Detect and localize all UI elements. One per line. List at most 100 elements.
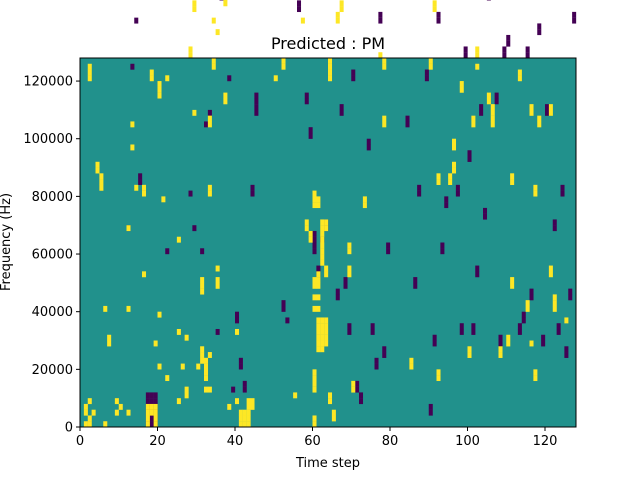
heatmap-cell-high [215, 282, 220, 289]
heatmap-cell-high [328, 58, 333, 64]
heatmap-cell-high [436, 375, 441, 382]
heatmap-cell-high [149, 403, 154, 410]
heatmap-cell-high [142, 184, 147, 191]
heatmap-cell-high [145, 409, 150, 416]
x-tick-label: 40 [227, 434, 244, 449]
heatmap-cell-low [235, 317, 240, 324]
heatmap-cell-high [153, 415, 158, 422]
heatmap-cell-low [521, 317, 526, 324]
heatmap-cell-high [347, 265, 352, 272]
heatmap-cell-low [343, 277, 348, 284]
heatmap-cell-low [153, 392, 158, 399]
heatmap-cell-low [355, 380, 360, 387]
heatmap-cell-low [475, 271, 480, 278]
heatmap-cell-high [320, 317, 325, 324]
heatmap-cell-low [479, 109, 484, 116]
heatmap-cell-low [564, 352, 569, 358]
heatmap-cell-high [533, 184, 538, 191]
heatmap-cell-high [107, 334, 112, 341]
heatmap-cell-low [432, 340, 437, 347]
heatmap-cell-low [541, 334, 546, 341]
heatmap-cell-low [204, 121, 209, 128]
heatmap-cell-high [328, 398, 333, 405]
y-tick-label: 0 [65, 421, 73, 436]
heatmap-cell-high [114, 409, 119, 416]
heatmap-cell-low [552, 219, 557, 226]
heatmap-cell-high [200, 288, 205, 295]
x-axis-label: Time step [295, 456, 360, 471]
heatmap-cell-low [463, 46, 468, 53]
heatmap-cell-high [324, 317, 329, 324]
heatmap-cell-low [517, 328, 522, 335]
heatmap-cell-high [149, 75, 154, 82]
heatmap-cell-low [471, 328, 476, 335]
heatmap-cell-high [204, 363, 209, 370]
heatmap-cell-low [312, 236, 317, 243]
heatmap-cell-low [529, 288, 534, 295]
heatmap-cell-low [312, 230, 317, 237]
heatmap-cell-low [359, 398, 364, 405]
heatmap-cell-low [254, 92, 259, 99]
heatmap-cell-low [378, 11, 383, 18]
heatmap-cell-high [347, 242, 352, 249]
y-axis: 0 20000 40000 60000 80000 100000 120000 [23, 75, 80, 436]
heatmap-cell-high [510, 179, 515, 185]
heatmap-cell-low [386, 242, 391, 249]
heatmap-cell-high [207, 386, 212, 393]
heatmap-cell-low [351, 75, 356, 82]
heatmap-cell-high [529, 109, 534, 116]
heatmap-cell-low [366, 144, 371, 151]
heatmap-cell-low [165, 248, 170, 255]
heatmap-cell-high [552, 305, 557, 312]
heatmap-cell-low [502, 46, 507, 53]
heatmap-cell-high [324, 265, 329, 272]
heatmap-cell-low [370, 328, 375, 335]
heatmap-cell-high [200, 346, 205, 353]
heatmap-cell-high [192, 0, 197, 7]
heatmap-cell-low [483, 213, 488, 220]
heatmap-cell-high [448, 173, 453, 180]
heatmap-cell-high [316, 317, 321, 324]
heatmap-cell-high [490, 109, 495, 116]
chart-title: Predicted : PM [271, 34, 385, 53]
heatmap-cell-high [300, 17, 305, 24]
heatmap-cell-high [320, 323, 325, 330]
heatmap-cell-high [339, 0, 344, 7]
heatmap-cell-low [506, 40, 511, 47]
heatmap-cell-high [83, 403, 88, 410]
heatmap-cell-high [564, 317, 569, 324]
heatmap-cell-low [335, 294, 340, 301]
heatmap-cell-low [568, 294, 573, 301]
heatmap-cell-high [324, 219, 329, 226]
heatmap-cell-high [161, 196, 166, 203]
heatmap-cell-high [525, 300, 530, 307]
heatmap-cell-high [320, 340, 325, 347]
heatmap-cell-high [103, 305, 108, 312]
heatmap-cell-low [149, 415, 154, 422]
heatmap-cell-high [320, 248, 325, 255]
heatmap-cell-high [452, 167, 457, 174]
heatmap-cell-high [316, 323, 321, 330]
heatmap-cell-high [87, 63, 92, 70]
heatmap-cell-low [250, 184, 255, 191]
heatmap-cell-high [316, 305, 321, 312]
heatmap-cell-high [448, 179, 453, 185]
heatmap-cell-low [459, 328, 464, 335]
heatmap-cell-high [320, 328, 325, 335]
heatmap-cell-high [533, 369, 538, 376]
heatmap-cell-high [215, 29, 220, 36]
heatmap-cell-low [568, 288, 573, 295]
heatmap-cell-high [180, 363, 185, 370]
heatmap-cell-high [145, 421, 150, 428]
heatmap-cell-low [502, 52, 507, 59]
heatmap-cell-high [428, 63, 433, 70]
heatmap-cell-low [560, 190, 565, 197]
heatmap-cell-high [316, 328, 321, 335]
y-axis-label: Frequency (Hz) [0, 193, 14, 291]
heatmap-cell-high [320, 254, 325, 260]
heatmap-cell-low [413, 282, 418, 289]
heatmap-cell-high [537, 121, 542, 128]
heatmap-cell-low [149, 392, 154, 399]
heatmap-cell-low [238, 363, 243, 370]
heatmap-cell-high [126, 305, 131, 312]
